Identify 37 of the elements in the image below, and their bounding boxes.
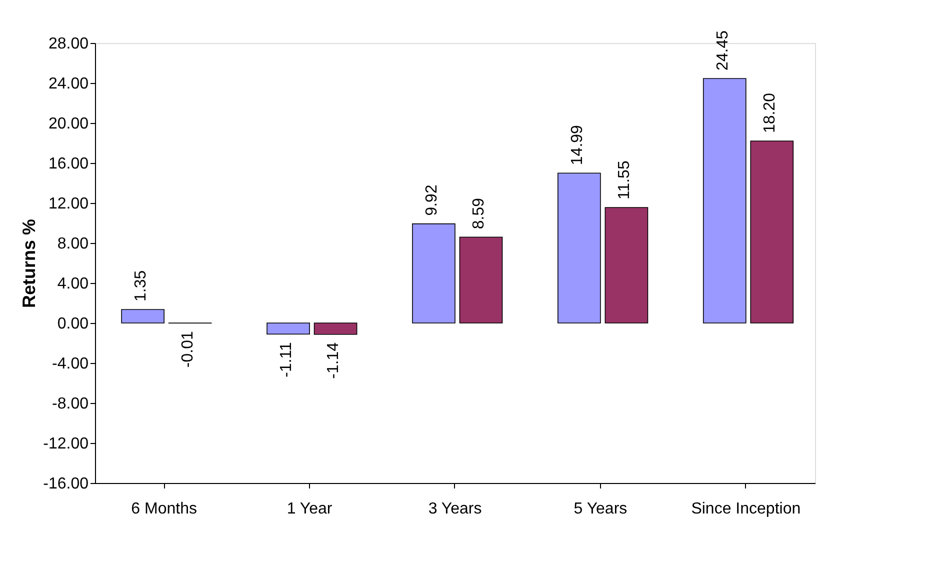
- y-tick-label: 0.00: [57, 316, 89, 332]
- x-tick-label: Since Inception: [691, 500, 801, 518]
- y-tick-label: 12.00: [48, 196, 89, 212]
- data-label: 11.55: [616, 160, 634, 200]
- data-label: 1.35: [132, 270, 150, 302]
- data-label: 8.59: [470, 198, 488, 230]
- bar: [558, 172, 601, 324]
- y-tick-label: -8.00: [52, 396, 89, 412]
- x-tick-label: 5 Years: [574, 500, 628, 518]
- data-label: -1.14: [325, 342, 342, 379]
- bar: [412, 223, 456, 324]
- y-tick-label: 20.00: [48, 116, 89, 132]
- x-tick-label: 6 Months: [131, 500, 197, 518]
- data-label: -1.11: [278, 342, 295, 378]
- bar: [604, 207, 648, 324]
- y-tick-label: -12.00: [43, 436, 89, 452]
- data-label: 18.20: [762, 92, 779, 133]
- bar: [459, 236, 503, 324]
- x-tick-label: 3 Years: [428, 500, 482, 518]
- data-label: 9.92: [423, 184, 440, 216]
- y-tick-label: 28.00: [48, 36, 89, 52]
- bar: [750, 140, 794, 324]
- x-tick-label: 1 Year: [286, 500, 333, 518]
- y-tick-label: -16.00: [43, 476, 89, 492]
- y-tick-label: 8.00: [57, 236, 89, 252]
- data-label: 14.99: [568, 124, 586, 166]
- bar: [266, 322, 310, 334]
- y-tick-label: -4.00: [52, 356, 89, 372]
- bar: [314, 322, 358, 335]
- y-axis-title: Returns %: [19, 218, 40, 308]
- y-tick-label: 4.00: [57, 276, 89, 292]
- bar: [702, 78, 746, 324]
- data-label: 24.45: [714, 30, 732, 70]
- bar: [121, 309, 164, 324]
- data-label: -0.01: [180, 331, 197, 368]
- y-tick-label: 24.00: [48, 76, 89, 92]
- y-tick-label: 16.00: [48, 156, 89, 172]
